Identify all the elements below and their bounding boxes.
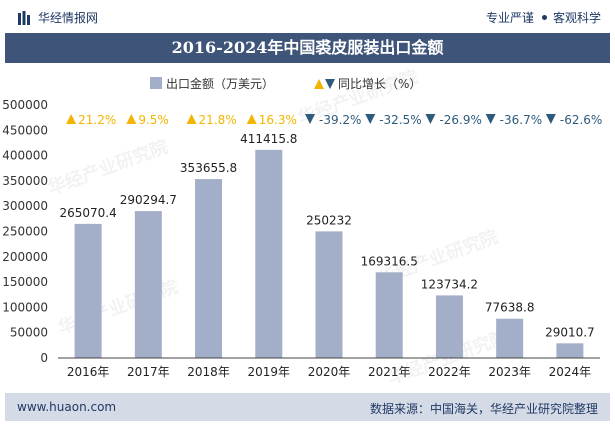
chart: 华经产业研究院华经产业研究院华经产业研究院华经产业研究院华经产业研究院 出口金额…	[2, 65, 602, 389]
bar-value-label: 77638.8	[485, 301, 535, 315]
x-tick-label: 2021年	[368, 365, 411, 379]
top-bar: 华经情报网 专业严谨 客观科学	[0, 0, 615, 33]
growth-down-triangle-icon	[305, 114, 315, 124]
footer: www.huaon.com 数据来源：中国海关，华经产业研究院整理	[5, 393, 610, 421]
bar-value-label: 265070.4	[59, 206, 116, 220]
x-axis: 2016年 2017年 2018年 2019年 2020年 2021年 2022年 2023年…	[58, 357, 600, 379]
x-tick-label: 2018年	[187, 365, 230, 379]
bars: 265070.4 21.2% 290294.7 9.5% 353655.8 21.8%41…	[59, 113, 602, 358]
bar	[496, 318, 524, 358]
bar	[435, 295, 463, 358]
growth-label: 9.5%	[138, 113, 169, 127]
bar	[134, 211, 162, 358]
y-tick-label: 300000	[2, 199, 48, 213]
growth-up-triangle-icon	[126, 114, 137, 124]
footer-source: 数据来源：中国海关，华经产业研究院整理	[369, 402, 598, 416]
header-tagline: 专业严谨 客观科学	[486, 9, 601, 26]
bar-value-label: 29010.7	[545, 325, 595, 339]
bar	[315, 231, 343, 358]
bar	[375, 272, 403, 358]
y-tick-label: 100000	[2, 300, 48, 314]
growth-down-triangle-icon	[365, 114, 376, 124]
growth-down-triangle-icon	[425, 114, 436, 124]
tagline-1: 专业严谨	[485, 11, 534, 25]
watermark-text: 华经产业研究院	[45, 135, 171, 199]
bar-value-label: 169316.5	[361, 254, 418, 268]
bar	[556, 343, 584, 358]
x-tick-label: 2022年	[428, 365, 471, 379]
x-tick-label: 2024年	[549, 365, 592, 379]
legend-down-triangle-icon	[325, 79, 335, 89]
growth-down-triangle-icon	[485, 114, 496, 124]
y-tick-label: 150000	[2, 275, 48, 289]
y-tick-label: 350000	[2, 174, 48, 188]
y-tick-label: 200000	[2, 250, 48, 264]
legend-up-triangle-icon	[314, 79, 324, 89]
y-tick-label: 50000	[10, 326, 48, 340]
bar	[195, 179, 223, 358]
x-tick-label: 2020年	[308, 365, 351, 379]
bar-value-label: 411415.8	[240, 132, 297, 146]
bar-value-label: 290294.7	[120, 193, 177, 207]
chart-title: 2016-2024年中国裘皮服装出口金额	[171, 38, 444, 57]
x-tick-label: 2017年	[127, 365, 170, 379]
growth-label: 21.8%	[199, 113, 237, 127]
y-axis: 0 50000 100000 150000 200000 250000 300000 3500…	[2, 98, 48, 365]
x-tick-label: 2019年	[248, 365, 291, 379]
tagline-2: 客观科学	[552, 11, 601, 25]
growth-down-triangle-icon	[545, 114, 556, 124]
growth-up-triangle-icon	[66, 114, 77, 124]
bar-value-label: 250232	[306, 213, 352, 227]
y-tick-label: 450000	[2, 123, 48, 137]
growth-label: 16.3%	[259, 113, 297, 127]
bar	[74, 223, 102, 358]
x-tick-label: 2023年	[488, 365, 531, 379]
title-bar: 2016-2024年中国裘皮服装出口金额	[5, 33, 610, 63]
y-tick-label: 500000	[2, 98, 48, 112]
bar-value-label: 353655.8	[180, 161, 237, 175]
brand-logo-icon	[18, 10, 30, 25]
y-tick-label: 400000	[2, 149, 48, 163]
growth-up-triangle-icon	[186, 114, 197, 124]
growth-up-triangle-icon	[246, 114, 257, 124]
growth-label: 21.2%	[78, 113, 116, 127]
legend-bar-label: 出口金额（万美元）	[166, 76, 274, 91]
legend: 出口金额（万美元） 同比增长（%）	[150, 76, 421, 91]
growth-label: -62.6%	[560, 113, 602, 127]
watermark-text: 华经产业研究院	[55, 275, 181, 339]
legend-growth-label: 同比增长（%）	[338, 77, 421, 91]
growth-label: -26.9%	[439, 113, 481, 127]
footer-website[interactable]: www.huaon.com	[17, 400, 117, 414]
bar-value-label: 123734.2	[421, 277, 478, 291]
y-tick-label: 0	[40, 351, 48, 365]
brand-name: 华经情报网	[38, 11, 99, 25]
bar	[255, 149, 283, 358]
growth-label: -36.7%	[500, 113, 542, 127]
y-tick-label: 250000	[2, 225, 48, 239]
brand[interactable]: 华经情报网	[18, 9, 98, 26]
growth-label: -32.5%	[379, 113, 421, 127]
legend-bar-swatch	[150, 77, 162, 89]
separator-dot-icon	[541, 15, 547, 20]
x-tick-label: 2016年	[67, 365, 110, 379]
growth-label: -39.2%	[319, 113, 361, 127]
